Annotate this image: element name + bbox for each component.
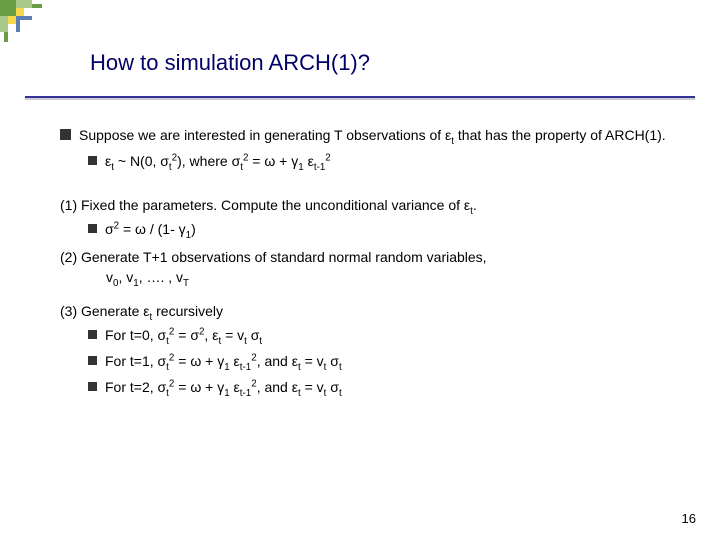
corner-decoration-icon xyxy=(0,0,60,60)
step-2: (2) Generate T+1 observations of standar… xyxy=(60,247,690,267)
step-2-vars: v0, v1, …. , vT xyxy=(106,267,690,291)
bullet-icon xyxy=(60,129,71,140)
bullet-intro: Suppose we are interested in generating … xyxy=(60,125,690,149)
step-3: (3) Generate εt recursively xyxy=(60,301,690,325)
title-underline-shadow xyxy=(25,98,695,100)
bullet-icon xyxy=(88,224,97,233)
bullet-icon xyxy=(88,356,97,365)
bullet-icon xyxy=(88,382,97,391)
step-3-t2: For t=2, σt2 = ω + γ1 εt-12, and εt = vt… xyxy=(88,377,690,401)
slide-content: Suppose we are interested in generating … xyxy=(60,125,690,403)
slide-title: How to simulation ARCH(1)? xyxy=(90,50,690,76)
bullet-icon xyxy=(88,156,97,165)
step-1: (1) Fixed the parameters. Compute the un… xyxy=(60,195,690,219)
step-3-t0: For t=0, σt2 = σ2, εt = vt σt xyxy=(88,325,690,349)
step-1-formula: σ2 = ω / (1- γ1) xyxy=(88,219,690,243)
bullet-icon xyxy=(88,330,97,339)
bullet-distribution: εt ~ N(0, σt2), where σt2 = ω + γ1 εt-12 xyxy=(88,151,690,175)
text: Suppose we are interested in generating … xyxy=(79,127,451,143)
step-3-t1: For t=1, σt2 = ω + γ1 εt-12, and εt = vt… xyxy=(88,351,690,375)
page-number: 16 xyxy=(682,511,696,526)
